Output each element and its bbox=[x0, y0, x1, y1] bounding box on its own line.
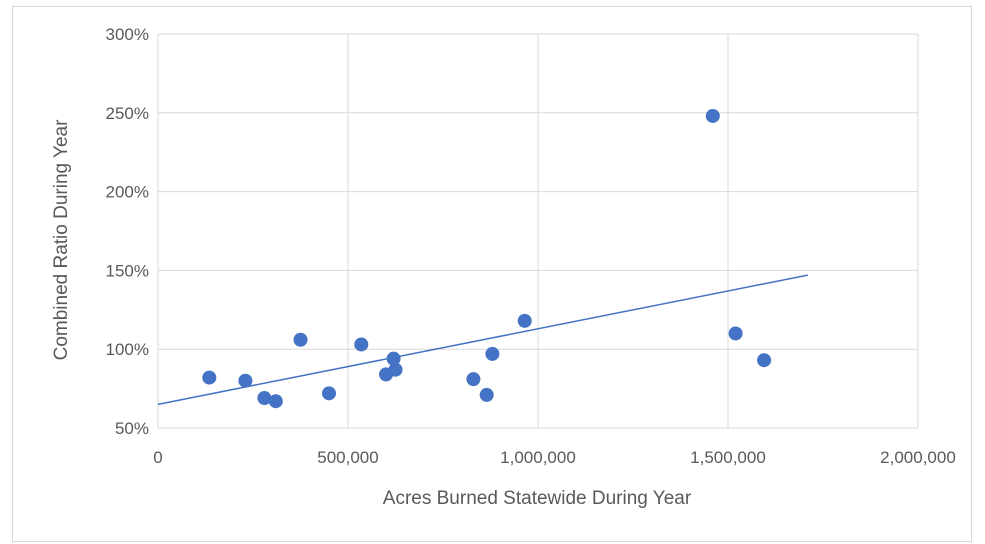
data-point bbox=[386, 351, 401, 366]
y-tick-label: 50% bbox=[115, 419, 149, 438]
data-point bbox=[757, 353, 772, 368]
data-point bbox=[257, 391, 272, 406]
data-point bbox=[202, 370, 217, 385]
data-point bbox=[293, 332, 308, 347]
trendline-group bbox=[157, 274, 808, 406]
y-tick-label: 300% bbox=[106, 25, 149, 44]
data-point bbox=[268, 394, 283, 409]
y-tick-label: 100% bbox=[106, 340, 149, 359]
x-axis-title: Acres Burned Statewide During Year bbox=[383, 488, 692, 509]
y-tick-label: 250% bbox=[106, 104, 149, 123]
y-tick-label: 200% bbox=[106, 183, 149, 202]
x-tick-label: 500,000 bbox=[317, 448, 378, 467]
chart-frame bbox=[12, 6, 972, 542]
x-tick-label: 2,000,000 bbox=[880, 448, 956, 467]
y-axis-title: Combined Ratio During Year bbox=[51, 119, 72, 360]
y-tick-label: 150% bbox=[106, 261, 149, 280]
tick-labels: 50% 100% 150% 200% 250% 300% 0 500,000 1,000,000… bbox=[106, 25, 956, 467]
data-point bbox=[238, 373, 253, 388]
x-tick-label: 1,000,000 bbox=[500, 448, 576, 467]
data-point bbox=[322, 386, 336, 401]
data-point bbox=[705, 108, 720, 123]
x-tick-label: 0 bbox=[153, 448, 162, 467]
data-point bbox=[388, 362, 403, 377]
data-point bbox=[354, 337, 369, 352]
x-tick-label: 1,500,000 bbox=[690, 448, 766, 467]
data-point bbox=[517, 313, 532, 328]
data-point bbox=[485, 346, 500, 361]
data-points bbox=[202, 108, 772, 409]
data-point bbox=[728, 326, 743, 341]
gridlines bbox=[157, 33, 919, 429]
data-point bbox=[479, 387, 494, 402]
data-point bbox=[466, 372, 481, 387]
trendline bbox=[157, 274, 808, 406]
